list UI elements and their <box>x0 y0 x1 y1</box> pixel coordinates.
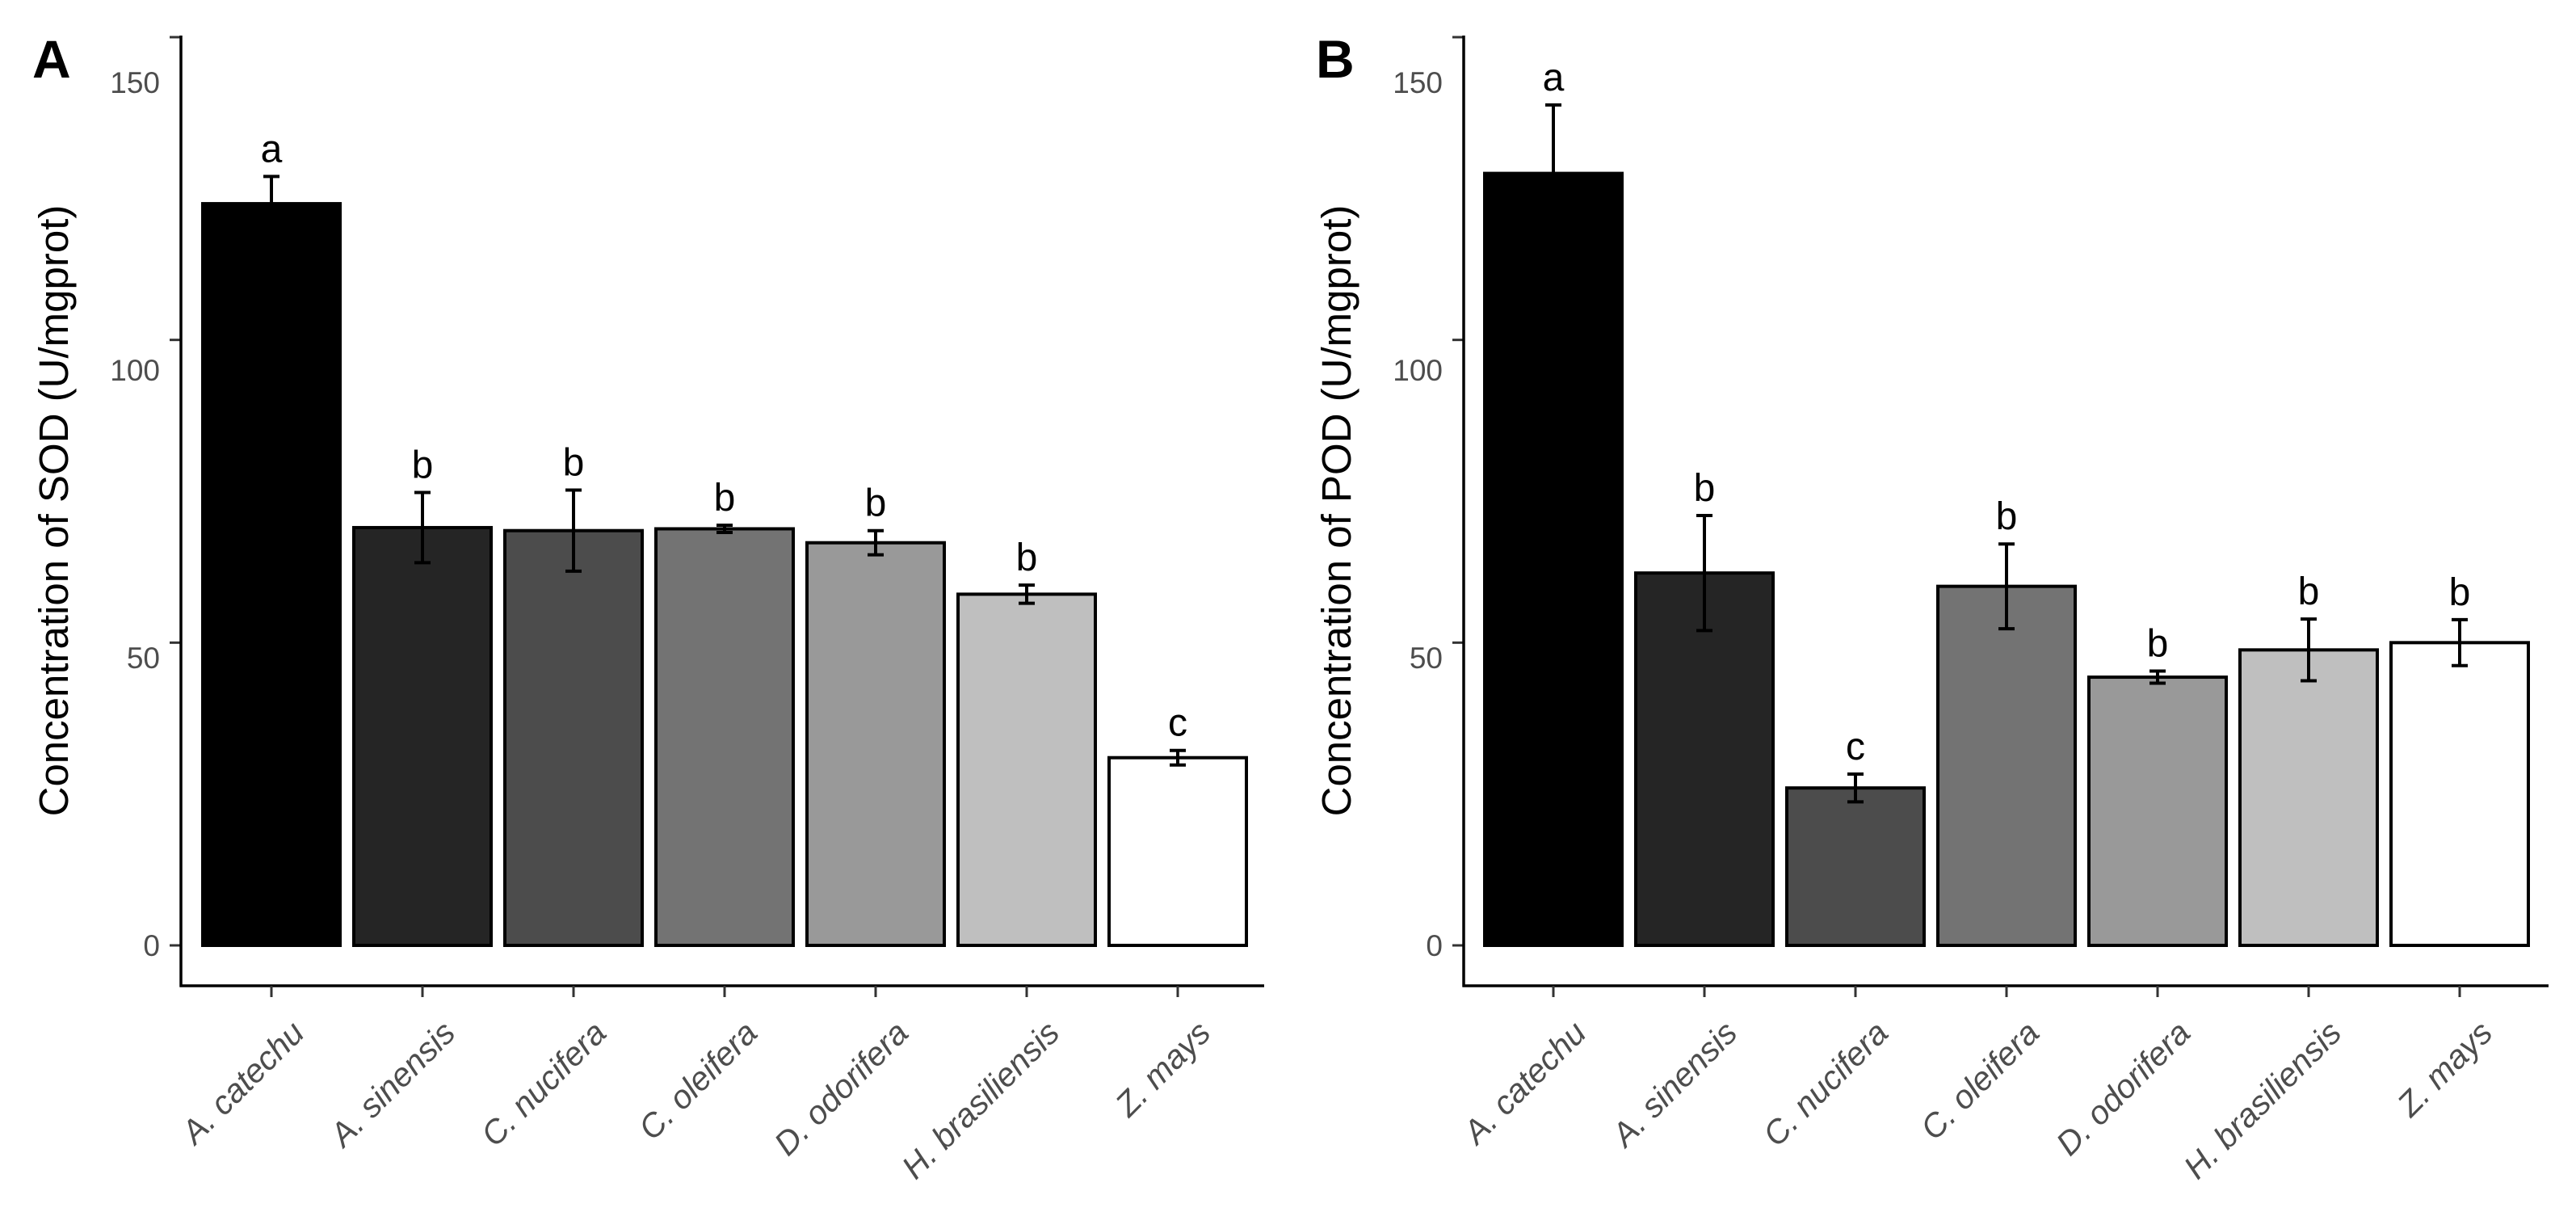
y-axis-title: Concentration of SOD (U/mgprot) <box>31 205 77 817</box>
y-tick-label: 100 <box>110 354 160 387</box>
y-tick-labels: 0 50 100 150 <box>1393 66 1443 962</box>
bar <box>805 541 946 948</box>
significance-label: b <box>865 482 887 525</box>
axes <box>1452 36 2549 997</box>
x-tick-label: C. oleifera <box>632 1014 765 1147</box>
panel-label: A <box>32 29 71 89</box>
bar-marks: a b c b b b b <box>1483 57 2530 948</box>
bar <box>503 528 644 947</box>
y-tick-label: 50 <box>1410 642 1443 675</box>
bar <box>1785 786 1926 947</box>
axes <box>170 36 1264 997</box>
bar <box>1936 584 2077 947</box>
y-tick-label: 100 <box>1393 354 1443 387</box>
x-tick-label: H. brasiliensis <box>2176 1014 2348 1186</box>
significance-label: b <box>1016 537 1038 579</box>
significance-label: b <box>714 477 736 520</box>
x-tick-label: C. nucifera <box>474 1014 614 1154</box>
y-tick-label: 0 <box>143 929 160 962</box>
x-tick-label: D. odorifera <box>2049 1014 2197 1163</box>
x-tick-label: C. oleifera <box>1914 1014 2047 1147</box>
x-tick-label: A. sinensis <box>321 1014 462 1155</box>
y-tick-label: 150 <box>110 66 160 99</box>
significance-label: b <box>1694 467 1716 510</box>
panel-a-sod-chart: A Concentration of SOD (U/mgprot) 0 50 1… <box>31 29 1264 1186</box>
x-tick-label: C. nucifera <box>1756 1014 1896 1154</box>
bar <box>956 592 1097 947</box>
x-tick-label: D. odorifera <box>767 1014 915 1163</box>
bar <box>654 527 795 947</box>
panel-b-pod-chart: B Concentration of POD (U/mgprot) 0 50 1… <box>1313 29 2549 1186</box>
significance-label: c <box>1846 726 1865 768</box>
significance-label: b <box>412 444 434 486</box>
x-tick-label: A. sinensis <box>1603 1014 1744 1155</box>
bar <box>201 202 342 948</box>
significance-label: b <box>2147 623 2169 666</box>
significance-label: a <box>1543 57 1565 99</box>
significance-label: c <box>1168 702 1187 745</box>
bar <box>1107 755 1248 947</box>
panel-label: B <box>1316 29 1355 89</box>
x-tick-labels: A. catechu A. sinensis C. nucifera C. oleif… <box>173 1014 1218 1186</box>
y-tick-label: 50 <box>127 642 160 675</box>
significance-label: b <box>2298 570 2320 613</box>
x-tick-label: A. catechu <box>173 1014 312 1153</box>
x-tick-label: Z. mays <box>2389 1014 2499 1124</box>
bar <box>2389 641 2530 947</box>
significance-label: a <box>261 128 283 170</box>
bar <box>2238 648 2379 947</box>
x-tick-labels: A. catechu A. sinensis C. nucifera C. oleif… <box>1455 1014 2500 1186</box>
x-tick-label: H. brasiliensis <box>894 1014 1066 1186</box>
bar <box>2087 676 2228 948</box>
x-tick-label: A. catechu <box>1455 1014 1594 1153</box>
significance-label: b <box>2449 571 2471 614</box>
significance-label: b <box>563 442 585 485</box>
y-tick-label: 150 <box>1393 66 1443 99</box>
x-tick-label: Z. mays <box>1107 1014 1217 1124</box>
bar-marks: a b b b b b c <box>201 128 1248 948</box>
significance-label: b <box>1996 495 2018 538</box>
y-tick-labels: 0 50 100 150 <box>110 66 160 962</box>
bar <box>352 525 493 947</box>
y-tick-label: 0 <box>1426 929 1443 962</box>
bar <box>1483 171 1624 948</box>
y-axis-title: Concentration of POD (U/mgprot) <box>1313 205 1359 817</box>
